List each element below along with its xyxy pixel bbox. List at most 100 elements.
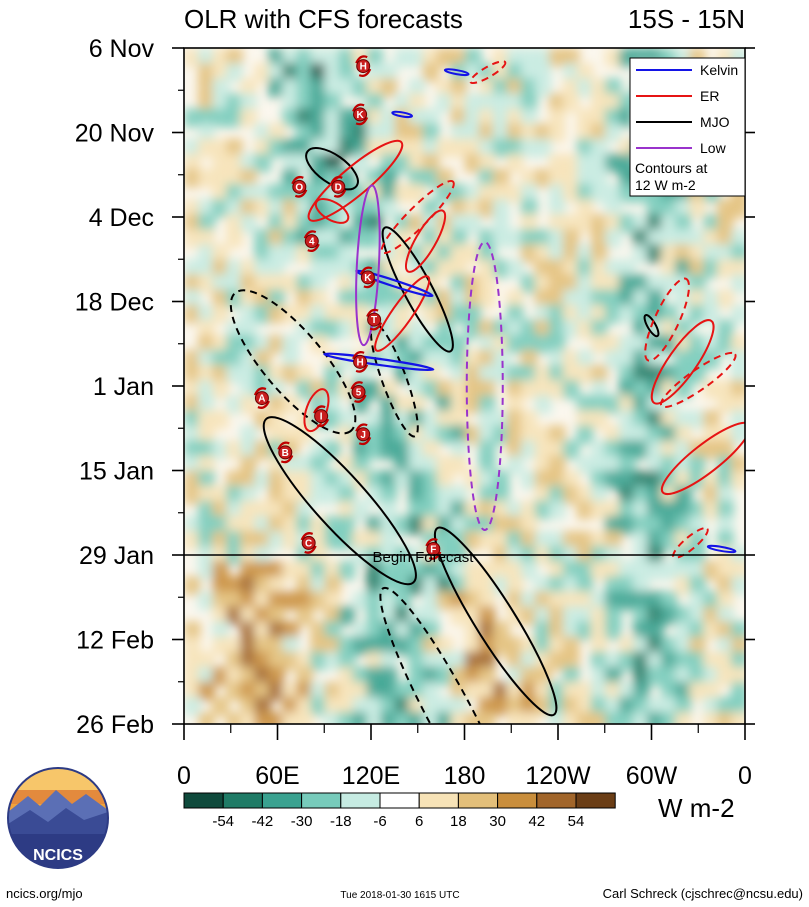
olr-cell — [632, 395, 650, 415]
olr-cell — [534, 123, 552, 143]
olr-cell — [450, 711, 468, 724]
olr-cell — [268, 123, 286, 143]
olr-cell — [240, 349, 258, 369]
olr-cell — [240, 274, 258, 294]
olr-cell — [324, 304, 342, 324]
olr-cell — [254, 470, 272, 490]
olr-cell — [660, 440, 678, 460]
olr-cell — [282, 274, 300, 294]
olr-cell — [478, 561, 496, 581]
olr-cell — [478, 455, 496, 475]
olr-cell — [380, 395, 398, 415]
olr-cell — [198, 711, 216, 724]
olr-cell — [254, 621, 272, 641]
wave-contour — [307, 139, 404, 222]
olr-cell — [212, 515, 230, 535]
olr-cell — [632, 289, 650, 309]
olr-cell — [436, 183, 454, 203]
olr-cell — [632, 229, 650, 249]
olr-cell — [268, 138, 286, 158]
olr-cell — [394, 93, 412, 113]
olr-cell — [282, 138, 300, 158]
olr-cell — [660, 410, 678, 430]
olr-cell — [212, 530, 230, 550]
olr-cell — [520, 93, 538, 113]
olr-cell — [240, 455, 258, 475]
olr-cell — [226, 289, 244, 309]
olr-cell — [478, 470, 496, 490]
olr-cell — [478, 274, 496, 294]
storm-marker-label: I — [320, 412, 323, 423]
olr-cell — [632, 470, 650, 490]
olr-cell — [576, 108, 594, 128]
olr-cell — [184, 530, 201, 550]
storm-marker-label: O — [295, 182, 303, 193]
olr-cell — [604, 425, 622, 445]
olr-cell — [464, 395, 482, 415]
olr-cell — [590, 410, 608, 430]
wave-contour — [644, 277, 690, 362]
olr-cell — [646, 410, 664, 430]
olr-cell — [296, 364, 314, 384]
olr-cell — [254, 183, 272, 203]
olr-cell — [478, 500, 496, 520]
olr-cell — [394, 681, 412, 701]
olr-cell — [324, 410, 342, 430]
olr-cell — [226, 153, 244, 173]
olr-cell — [576, 455, 594, 475]
olr-cell — [282, 651, 300, 671]
olr-cell — [408, 470, 426, 490]
olr-cell — [352, 621, 370, 641]
olr-cell — [240, 334, 258, 354]
olr-cell — [492, 681, 510, 701]
olr-cell — [604, 651, 622, 671]
olr-cell — [184, 425, 201, 445]
olr-cell — [716, 530, 734, 550]
storm-marker-label: H — [360, 62, 367, 73]
olr-cell — [282, 229, 300, 249]
olr-cell — [618, 379, 636, 399]
olr-cell — [590, 530, 608, 550]
olr-cell — [660, 651, 678, 671]
olr-cell — [674, 244, 692, 264]
olr-cell — [282, 304, 300, 324]
olr-cell — [422, 440, 440, 460]
olr-cell — [702, 440, 720, 460]
olr-cell — [632, 244, 650, 264]
olr-cell — [562, 711, 580, 724]
olr-cell — [506, 515, 524, 535]
olr-cell — [716, 500, 734, 520]
olr-cell — [254, 63, 272, 83]
olr-cell — [184, 485, 201, 505]
olr-cell — [520, 530, 538, 550]
olr-cell — [352, 153, 370, 173]
olr-cell — [436, 696, 454, 716]
olr-cell — [324, 636, 342, 656]
olr-cell — [548, 244, 566, 264]
olr-cell — [198, 591, 216, 611]
olr-cell — [366, 108, 384, 128]
olr-cell — [324, 364, 342, 384]
legend-label: Low — [700, 140, 727, 156]
olr-cell — [478, 244, 496, 264]
olr-cell — [282, 198, 300, 218]
olr-cell — [212, 48, 230, 67]
olr-cell — [674, 561, 692, 581]
olr-cell — [548, 651, 566, 671]
olr-cell — [212, 289, 230, 309]
olr-cell — [422, 379, 440, 399]
olr-cell — [492, 229, 510, 249]
olr-cell — [618, 349, 636, 369]
olr-cell — [660, 485, 678, 505]
olr-cell — [268, 591, 286, 611]
olr-cell — [380, 681, 398, 701]
olr-cell — [296, 304, 314, 324]
olr-cell — [534, 621, 552, 641]
olr-cell — [590, 78, 608, 98]
olr-cell — [506, 78, 524, 98]
olr-cell — [520, 78, 538, 98]
olr-cell — [212, 621, 230, 641]
olr-cell — [380, 289, 398, 309]
olr-cell — [730, 651, 745, 671]
logo-text: NCICS — [33, 847, 83, 864]
